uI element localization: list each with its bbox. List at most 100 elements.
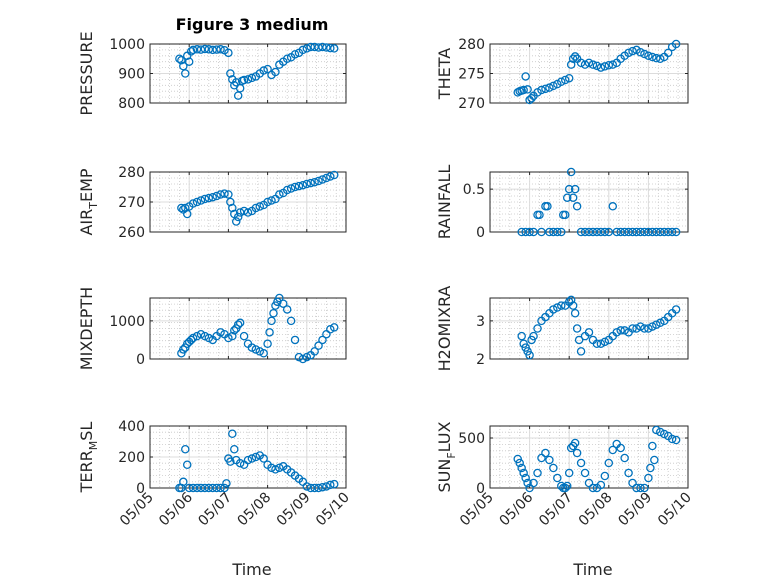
y-tick-label: 500 [458,431,485,447]
y-tick-label: 275 [458,67,485,83]
data-point [570,438,580,448]
data-point [557,227,566,237]
data-point [596,63,606,72]
data-point [652,227,661,237]
y-tick-label: 280 [118,165,145,181]
data-point [533,324,542,333]
data-point [298,45,308,55]
data-point [632,483,641,493]
data-point [671,227,681,237]
data-point [188,199,198,208]
data-point [322,173,331,183]
y-tick-label: 270 [458,96,485,112]
data-point [212,191,221,201]
data-point [196,196,206,205]
data-point [175,54,184,64]
data-point [326,172,335,181]
data-point [640,324,649,333]
data-point [243,75,253,84]
data-point [562,481,572,491]
data-point [592,339,602,348]
data-point [584,58,594,68]
data-point [572,324,582,333]
data-point [588,483,598,493]
data-point [318,175,327,184]
data-point [562,193,572,202]
data-point [636,48,645,57]
y-axis-label: THETA [435,48,454,100]
data-point [612,328,621,337]
data-point [282,54,292,64]
data-point [186,335,196,345]
data-point [521,473,530,483]
data-point [566,60,576,69]
data-point [267,316,276,326]
subplot-rainfall: 0 0.5 RAINFALL [435,165,689,241]
data-point [549,81,558,91]
y-axis-label: RAINFALL [435,165,454,240]
data-point [230,326,239,335]
data-point [182,209,192,219]
data-point [640,227,649,237]
data-point [179,477,188,487]
data-point [564,73,574,83]
x-axis-label: Time [231,560,271,579]
data-point [329,44,339,53]
data-point [247,343,257,352]
data-point [208,45,217,55]
subplot-air: 260 270 280 AIRTEMP [77,165,347,241]
data-point [243,208,253,217]
data-point [179,61,188,71]
y-axis-label: PRESSURE [77,31,96,115]
data-point [200,194,210,204]
data-point [656,427,665,437]
x-tick-label: 05/10 [655,490,695,530]
x-tick-label: 05/09 [615,490,655,530]
data-point [228,429,237,438]
data-point [570,308,580,318]
data-point [222,479,231,488]
data-point [329,479,339,489]
data-point [529,478,538,488]
data-point [318,335,327,345]
axes-box [489,297,689,360]
data-point [574,335,584,345]
data-point [632,324,641,333]
data-point [235,458,245,468]
data-point [188,333,198,343]
data-point [608,60,618,69]
data-point [570,184,580,194]
data-point [243,455,253,465]
data-point [553,303,562,312]
data-point [513,454,522,464]
data-point [553,227,562,237]
data-point [620,326,629,335]
data-point [628,324,637,333]
data-point [298,354,308,364]
data-point [239,331,249,341]
data-point [671,39,681,49]
data-point [624,48,633,58]
data-point [286,316,296,326]
data-point [177,203,186,213]
data-point [596,480,606,490]
data-point [580,227,590,237]
data-point [636,322,645,331]
y-tick-label: 270 [118,195,145,211]
data-point [310,483,319,493]
data-point [233,212,243,222]
subplot-mixdepth: 0 1000 MIXDEPTH [77,287,347,370]
data-point [231,78,241,87]
data-point [592,227,602,237]
data-point [537,227,546,237]
data-point [200,331,210,341]
data-point [648,227,657,237]
data-point [632,227,641,237]
data-point [228,203,237,213]
data-point [314,483,323,493]
data-point [310,177,319,187]
data-point [596,339,606,348]
data-point [271,465,280,474]
